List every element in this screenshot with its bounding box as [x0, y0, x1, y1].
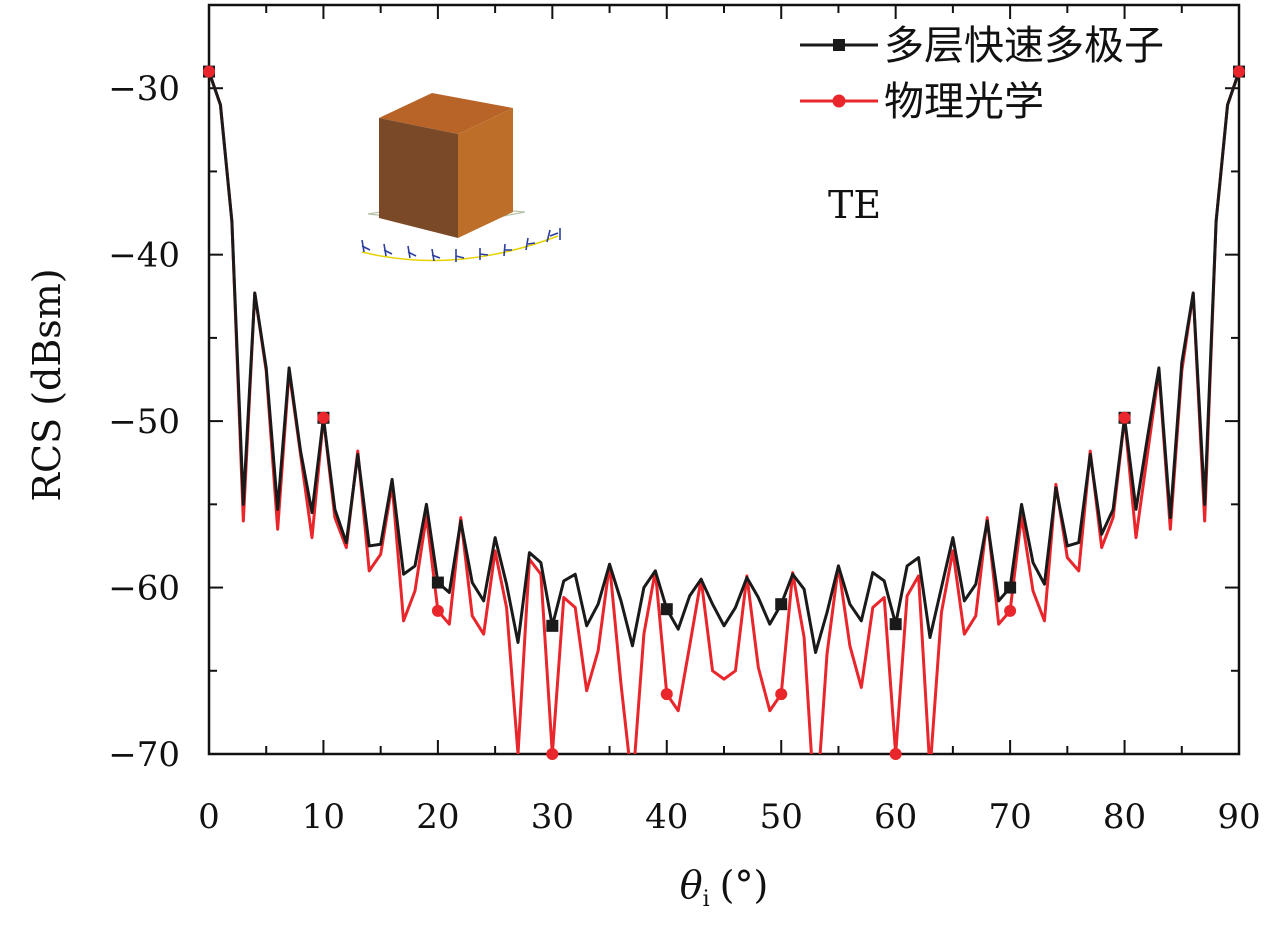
data-point-square [660, 603, 673, 616]
cube-top-face [379, 93, 513, 134]
data-point-circle [546, 748, 559, 760]
x-axis-title: θi (°) [680, 863, 769, 912]
data-point-square [775, 598, 788, 611]
data-point-square [889, 618, 902, 631]
data-point-circle [1004, 604, 1017, 617]
legend-entry-mlfmm: 多层快速多极子 [800, 23, 1164, 69]
x-axis-symbol: θ [680, 863, 703, 907]
y-axis-ticks: −70 −60 −50 −40 −30 [108, 4, 1239, 775]
series-line-1 [209, 71, 1239, 754]
incidence-arrows [361, 228, 561, 262]
y-tick-label: −50 [108, 402, 180, 442]
legend-label-mlfmm: 多层快速多极子 [884, 23, 1164, 69]
x-tick-label: 60 [874, 797, 917, 837]
x-tick-label: 90 [1217, 797, 1260, 837]
data-point-square [546, 619, 559, 632]
data-point-circle [1118, 411, 1131, 424]
x-tick-label: 70 [988, 797, 1031, 837]
legend-label-po: 物理光学 [884, 79, 1044, 125]
legend-entry-po: 物理光学 [800, 79, 1044, 125]
y-tick-label: −70 [108, 735, 180, 775]
cube-front-face [379, 118, 458, 238]
x-tick-label: 80 [1103, 797, 1146, 837]
data-point-square [431, 576, 444, 589]
data-point-circle [889, 748, 902, 760]
x-tick-label: 50 [760, 797, 803, 837]
data-point-circle [775, 688, 788, 701]
cube-side-face [458, 108, 513, 238]
x-tick-label: 20 [416, 797, 459, 837]
data-point-circle [1233, 65, 1245, 78]
x-axis-unit: (°) [720, 863, 769, 907]
legend-marker-square [833, 39, 845, 51]
y-axis-title: RCS (dBsm) [25, 268, 69, 501]
x-tick-label: 30 [531, 797, 574, 837]
y-tick-label: −60 [108, 569, 180, 609]
legend: 多层快速多极子 物理光学 [800, 23, 1164, 125]
incidence-arc [361, 235, 559, 262]
data-point-square [1004, 581, 1017, 594]
x-axis-subscript: i [703, 887, 710, 912]
series-line-0 [209, 71, 1239, 654]
series-layer [209, 71, 1239, 754]
polarization-label: TE [828, 183, 881, 227]
y-tick-label: −40 [108, 236, 180, 276]
x-tick-label: 10 [302, 797, 345, 837]
cube-inset-illustration [361, 93, 561, 262]
x-tick-label: 40 [645, 797, 688, 837]
legend-marker-circle [832, 94, 846, 108]
data-point-circle [203, 65, 215, 78]
y-tick-label: −30 [108, 69, 180, 109]
data-point-circle [660, 688, 673, 701]
data-point-circle [317, 411, 330, 424]
x-axis-ticks: 0 10 20 30 40 50 60 70 80 90 [198, 5, 1261, 837]
x-tick-label: 0 [198, 797, 220, 837]
marker-layer [203, 65, 1245, 760]
data-point-circle [431, 604, 444, 617]
